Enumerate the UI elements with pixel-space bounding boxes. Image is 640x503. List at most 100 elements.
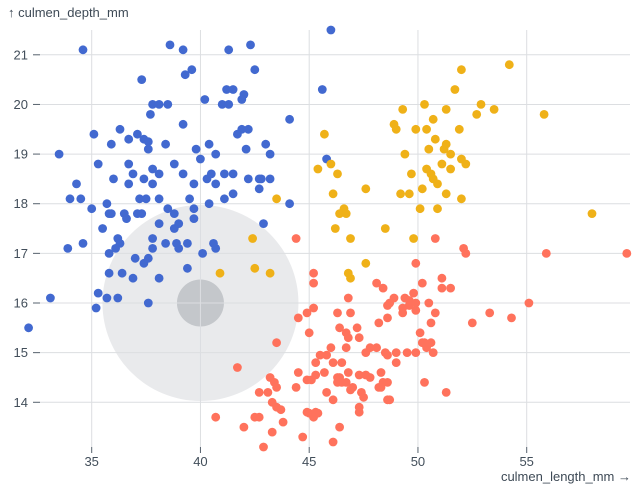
data-point-red[interactable] [365,343,375,353]
data-point-red[interactable] [376,368,386,377]
data-point-red[interactable] [322,388,331,397]
data-point-orange[interactable] [398,105,408,114]
data-point-orange[interactable] [400,149,410,159]
data-point-red[interactable] [239,422,249,432]
data-point-blue[interactable] [143,298,153,308]
data-point-red[interactable] [302,375,312,385]
data-point-blue[interactable] [174,244,184,253]
data-point-blue[interactable] [154,169,164,179]
data-point-orange[interactable] [420,100,429,109]
data-point-blue[interactable] [135,194,145,204]
data-point-blue[interactable] [178,119,188,129]
data-point-blue[interactable] [189,204,199,214]
data-point-blue[interactable] [106,139,116,149]
data-point-blue[interactable] [117,268,127,278]
data-point-orange[interactable] [361,184,371,194]
data-point-blue[interactable] [163,100,173,109]
data-point-red[interactable] [622,249,632,258]
data-point-red[interactable] [507,313,516,323]
data-point-blue[interactable] [169,209,179,219]
data-point-blue[interactable] [148,234,158,243]
data-point-blue[interactable] [87,204,97,214]
data-point-blue[interactable] [246,40,255,50]
data-point-red[interactable] [343,333,353,343]
data-point-red[interactable] [430,234,440,243]
data-point-red[interactable] [326,343,336,353]
data-point-blue[interactable] [265,174,275,184]
data-point-blue[interactable] [130,253,140,263]
data-point-blue[interactable] [183,239,192,248]
data-point-blue[interactable] [89,129,99,139]
data-point-orange[interactable] [430,134,440,144]
data-point-red[interactable] [333,308,342,318]
data-point-blue[interactable] [241,144,251,154]
data-point-red[interactable] [391,358,401,367]
data-point-red[interactable] [328,437,338,447]
data-point-red[interactable] [343,368,353,377]
data-point-red[interactable] [337,358,347,367]
data-point-orange[interactable] [328,189,338,199]
data-point-red[interactable] [411,348,421,357]
data-point-blue[interactable] [128,169,138,179]
data-point-blue[interactable] [148,179,158,189]
data-point-red[interactable] [328,395,338,405]
data-point-blue[interactable] [93,159,103,169]
data-point-orange[interactable] [415,204,425,214]
data-point-orange[interactable] [428,114,438,124]
data-point-blue[interactable] [93,288,103,298]
data-point-orange[interactable] [346,234,355,243]
data-point-blue[interactable] [148,100,158,109]
data-point-blue[interactable] [200,95,210,104]
data-point-blue[interactable] [104,268,114,278]
data-point-red[interactable] [293,313,303,323]
data-point-red[interactable] [430,308,440,318]
data-point-red[interactable] [409,288,418,298]
data-point-orange[interactable] [404,189,414,199]
data-point-orange[interactable] [265,268,275,278]
data-point-orange[interactable] [424,144,434,154]
data-point-blue[interactable] [111,244,120,253]
data-point-blue[interactable] [122,214,131,224]
data-point-orange[interactable] [450,85,460,94]
data-point-red[interactable] [254,388,264,397]
data-point-orange[interactable] [489,105,499,114]
data-point-orange[interactable] [417,184,427,194]
data-point-red[interactable] [341,378,351,387]
data-point-red[interactable] [298,432,308,442]
data-point-blue[interactable] [180,70,190,80]
data-point-red[interactable] [309,268,318,278]
data-point-red[interactable] [354,407,364,417]
data-point-orange[interactable] [441,105,451,114]
data-point-blue[interactable] [165,40,175,50]
data-point-red[interactable] [417,278,427,288]
data-point-orange[interactable] [457,194,466,204]
data-point-orange[interactable] [504,60,514,70]
data-point-red[interactable] [383,301,392,310]
data-point-blue[interactable] [211,179,221,189]
data-point-blue[interactable] [243,174,253,184]
data-point-blue[interactable] [115,124,125,134]
data-point-blue[interactable] [259,219,268,229]
data-point-red[interactable] [385,395,395,405]
data-point-blue[interactable] [148,244,158,253]
data-point-red[interactable] [415,328,425,338]
data-point-blue[interactable] [76,194,86,204]
data-point-orange[interactable] [433,204,442,214]
data-point-red[interactable] [304,328,314,338]
data-point-orange[interactable] [320,129,329,139]
data-point-blue[interactable] [220,169,229,179]
data-point-red[interactable] [276,405,286,415]
data-point-blue[interactable] [220,194,229,204]
data-point-blue[interactable] [72,179,81,189]
data-point-blue[interactable] [154,273,164,283]
data-point-blue[interactable] [65,194,75,204]
data-point-blue[interactable] [222,85,232,94]
data-point-red[interactable] [402,348,412,357]
data-point-red[interactable] [372,343,381,353]
data-point-blue[interactable] [128,273,138,283]
data-point-orange[interactable] [361,258,371,268]
data-point-orange[interactable] [250,263,260,273]
data-point-blue[interactable] [137,75,147,84]
data-point-blue[interactable] [189,214,199,224]
data-point-red[interactable] [354,333,364,343]
